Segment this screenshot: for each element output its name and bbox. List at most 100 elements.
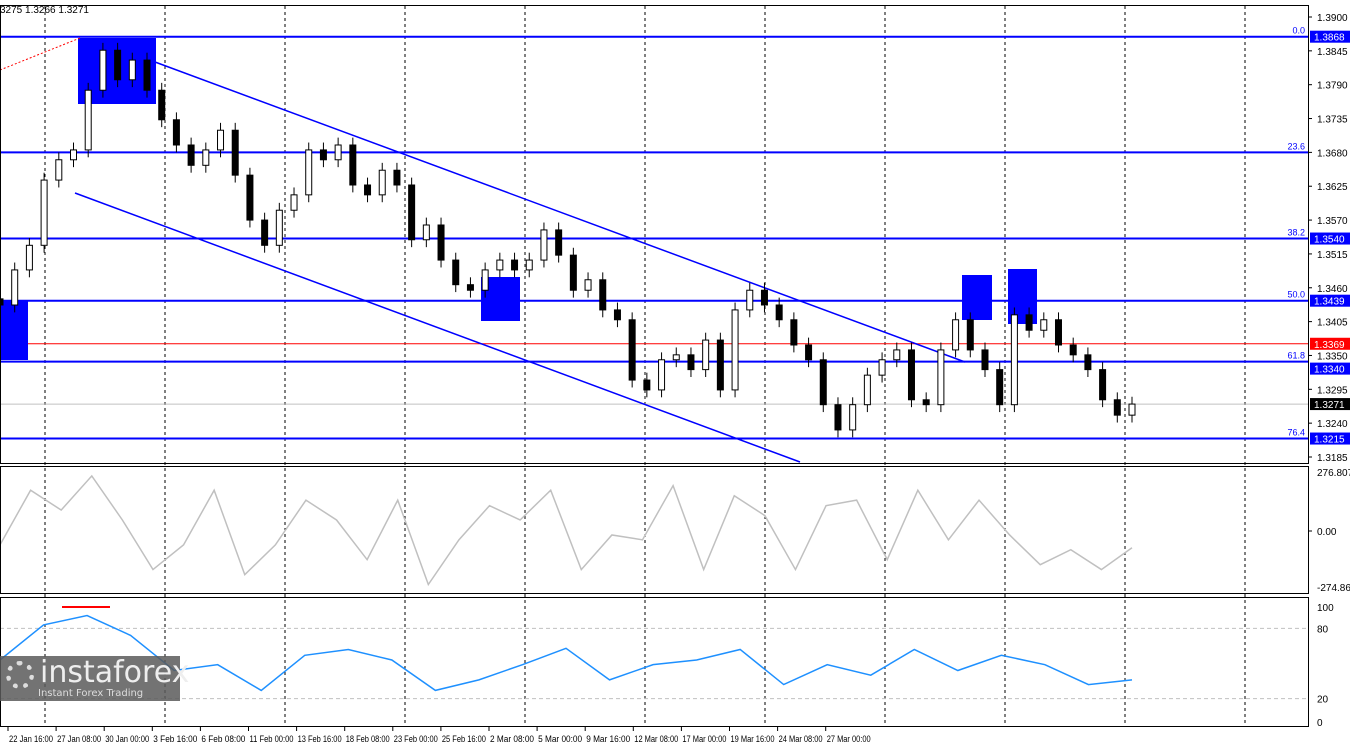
candle-body bbox=[893, 349, 901, 361]
candle-body bbox=[1069, 344, 1077, 356]
candle-body bbox=[1010, 314, 1018, 406]
x-tick-label: 11 Feb 00:00 bbox=[250, 734, 294, 744]
bid-price-label-box bbox=[1310, 337, 1350, 350]
y-tick-label: 1.3185 bbox=[1317, 453, 1348, 464]
candle-body bbox=[525, 259, 533, 271]
candle-body bbox=[1025, 314, 1033, 331]
x-tick-label: 18 Feb 08:00 bbox=[346, 734, 390, 744]
y-tick-label: 1.3405 bbox=[1317, 318, 1348, 329]
candle-body bbox=[481, 269, 489, 291]
oscillator-tick-label: 276.8074 bbox=[1317, 468, 1350, 479]
price-label: 1.3439 bbox=[1314, 297, 1345, 308]
candle-body bbox=[863, 374, 871, 406]
price-label: 1.3340 bbox=[1314, 365, 1345, 376]
candle-body bbox=[99, 49, 107, 91]
candle-body bbox=[511, 259, 519, 271]
price-panel-frame bbox=[0, 5, 1309, 464]
candle-body bbox=[1054, 319, 1062, 346]
candle-body bbox=[849, 404, 857, 431]
x-tick-label: 12 Mar 08:00 bbox=[634, 734, 678, 744]
price-label: 1.3540 bbox=[1314, 235, 1345, 246]
candle-body bbox=[349, 144, 357, 186]
oscillator-tick-label: 0.00 bbox=[1317, 527, 1337, 538]
candle-body bbox=[805, 344, 813, 361]
candle-body bbox=[437, 224, 445, 261]
highlight-zone bbox=[0, 300, 28, 360]
candle-body bbox=[966, 319, 974, 351]
oscillator-tick-label: -274.8659 bbox=[1317, 583, 1350, 594]
x-tick-label: 27 Jan 08:00 bbox=[57, 734, 101, 744]
y-tick-label: 1.3350 bbox=[1317, 351, 1348, 362]
candle-body bbox=[731, 309, 739, 391]
channel-lower-line bbox=[74, 192, 801, 463]
fib-level-label: 61.8 bbox=[1287, 351, 1305, 361]
candle-body bbox=[555, 229, 563, 256]
fib-level-label: 76.4 bbox=[1287, 428, 1305, 438]
candle-body bbox=[775, 304, 783, 321]
candle-body bbox=[231, 129, 239, 176]
candle-body bbox=[172, 119, 180, 146]
candle-body bbox=[790, 319, 798, 346]
ohlc-readout: 3275 1.3266 1.3271 bbox=[0, 5, 89, 16]
candle-body bbox=[716, 339, 724, 391]
channel-upper-line bbox=[154, 61, 966, 363]
y-tick-label: 1.3570 bbox=[1317, 216, 1348, 227]
rsi-tick-label: 80 bbox=[1317, 624, 1329, 635]
y-tick-label: 1.3900 bbox=[1317, 13, 1348, 24]
candle-body bbox=[408, 184, 416, 241]
x-tick-label: 19 Mar 16:00 bbox=[731, 734, 775, 744]
y-tick-label: 1.3845 bbox=[1317, 47, 1348, 58]
x-tick-label: 22 Jan 16:00 bbox=[9, 734, 53, 744]
last-price-label: 1.3271 bbox=[1314, 400, 1345, 411]
candle-body bbox=[217, 129, 225, 151]
x-tick-label: 25 Feb 16:00 bbox=[442, 734, 486, 744]
x-tick-label: 23 Feb 00:00 bbox=[394, 734, 438, 744]
x-tick-label: 30 Jan 00:00 bbox=[105, 734, 149, 744]
candle-body bbox=[452, 259, 460, 286]
fib-level-label: 23.6 bbox=[1287, 141, 1305, 151]
candle-body bbox=[422, 224, 430, 241]
rsi-line bbox=[0, 614, 1133, 692]
price-label: 1.3868 bbox=[1314, 33, 1345, 44]
x-tick-label: 27 Mar 00:00 bbox=[827, 734, 871, 744]
price-label-box bbox=[1310, 432, 1350, 445]
candle-body bbox=[1099, 369, 1107, 401]
trend-dashed-line bbox=[0, 37, 81, 71]
x-tick-label: 13 Feb 16:00 bbox=[298, 734, 342, 744]
candle-body bbox=[1128, 403, 1136, 416]
candle-body bbox=[261, 219, 269, 246]
y-tick-label: 1.3460 bbox=[1317, 284, 1348, 295]
candle-body bbox=[1040, 319, 1048, 331]
candle-body bbox=[11, 269, 19, 306]
candle-body bbox=[981, 349, 989, 371]
price-label-box bbox=[1310, 232, 1350, 245]
fib-level-label: 38.2 bbox=[1287, 228, 1305, 238]
bid-price-label: 1.3369 bbox=[1314, 340, 1345, 351]
candle-body bbox=[305, 149, 313, 196]
candle-body bbox=[40, 179, 48, 246]
candle-body bbox=[158, 89, 166, 121]
candle-body bbox=[702, 339, 710, 371]
price-label-box bbox=[1310, 362, 1350, 375]
oscillator-panel bbox=[0, 474, 1312, 587]
candle-body bbox=[364, 184, 372, 196]
logo-tagline: Instant Forex Trading bbox=[38, 688, 144, 699]
grid-lines bbox=[44, 6, 1246, 726]
y-tick-label: 1.3515 bbox=[1317, 250, 1348, 261]
y-tick-label: 1.3240 bbox=[1317, 419, 1348, 430]
rsi-panel-frame bbox=[0, 597, 1309, 727]
candle-body bbox=[760, 289, 768, 306]
price-label-box bbox=[1310, 30, 1350, 43]
fib-level-label: 0.0 bbox=[1292, 26, 1305, 36]
candle-body bbox=[393, 169, 401, 186]
candle-body bbox=[55, 159, 63, 181]
rsi-tick-label: 100 bbox=[1317, 603, 1334, 614]
axes: 22 Jan 16:00 27 Jan 08:00 30 Jan 00:00 3 Fe… bbox=[0, 5, 1350, 744]
candle-body bbox=[569, 254, 577, 291]
candle-body bbox=[25, 244, 33, 271]
candle-body bbox=[187, 144, 195, 166]
candle-body bbox=[496, 259, 504, 271]
y-tick-label: 1.3295 bbox=[1317, 385, 1348, 396]
candle-body bbox=[687, 354, 695, 371]
